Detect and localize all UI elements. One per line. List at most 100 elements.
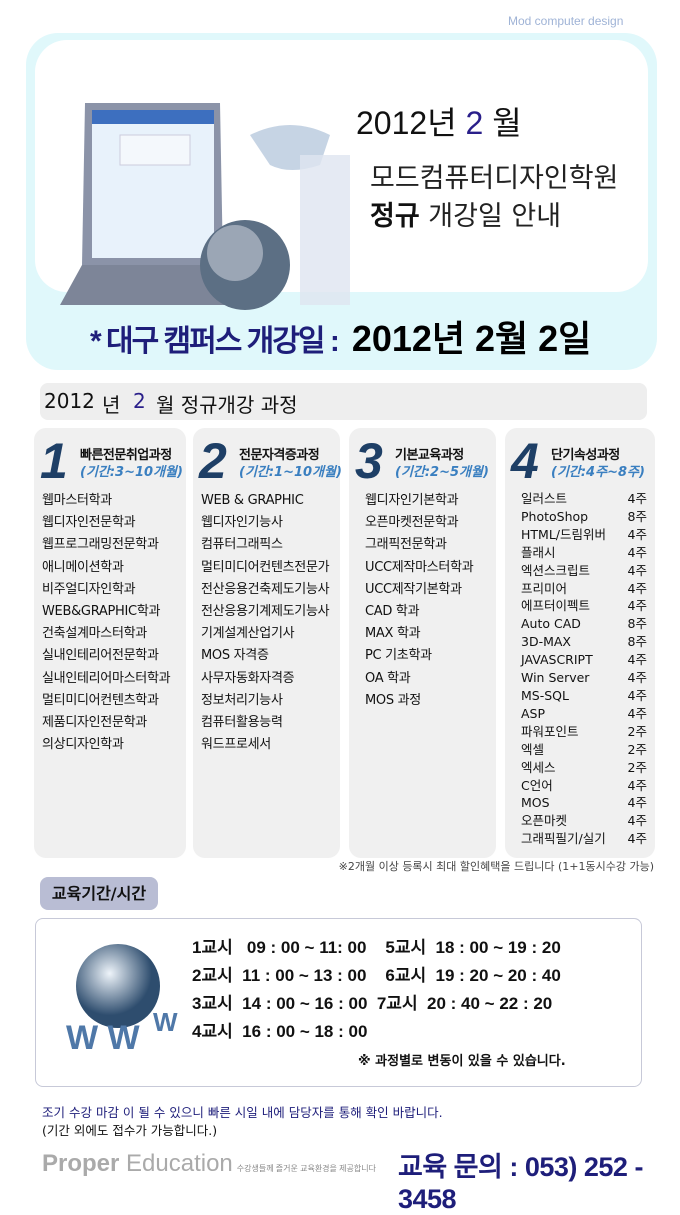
course-duration: 4주	[627, 526, 647, 542]
proper-education-logo: Proper Education 수강생들께 즐거운 교육환경을 제공합니다	[42, 1150, 376, 1178]
course-name: PhotoShop	[521, 508, 589, 524]
course-item: 제품디자인전문학과	[42, 715, 147, 731]
short-course-item: MS-SQL 4주	[521, 687, 647, 705]
column-period: (기간:3~10개월)	[80, 465, 183, 480]
column-period: (기간:1~10개월)	[239, 465, 342, 480]
logo-tagline: 수강생들께 즐거운 교육환경을 제공합니다	[236, 1164, 376, 1173]
short-course-item: Win Server 4주	[521, 669, 647, 687]
column-title: 빠른전문취업과정	[80, 448, 172, 463]
course-name: 파워포인트	[521, 723, 579, 739]
footer-notice: 조기 수강 마감 이 될 수 있으니 빠른 시일 내에 담당자를 통해 확인 바…	[42, 1105, 443, 1120]
schedule-box: W W W 1교시 09 : 00 ~ 11: 00 5교시 18 : 00 ~…	[35, 918, 642, 1087]
hero-month-unit: 월	[492, 105, 522, 141]
course-item: 멀티미디어컨텐츠전문가	[201, 559, 330, 575]
course-item: OA 학과	[365, 670, 411, 686]
short-course-item: 오픈마켓 4주	[521, 812, 647, 830]
column-title: 전문자격증과정	[239, 448, 320, 463]
course-name: 에프터이펙트	[521, 598, 591, 614]
schedule-line: 1교시 09 : 00 ~ 11: 00 5교시 18 : 00 ~ 19 : …	[192, 938, 561, 957]
hero-subtitle-rest: 개강일 안내	[428, 201, 562, 232]
opening-date: * 대구 캠퍼스 개강일 : 2012년 2월 2일	[90, 310, 591, 362]
course-duration: 2주	[627, 759, 647, 775]
column-period: (기간:4주~8주)	[551, 465, 645, 480]
section-title: 월 정규개강 과정	[156, 393, 298, 417]
course-name: Auto CAD	[521, 616, 581, 632]
section-bar: 2012 년 2 월 정규개강 과정	[40, 383, 647, 420]
course-duration: 4주	[627, 652, 647, 668]
course-item: 워드프로세서	[201, 737, 271, 753]
course-duration: 8주	[627, 616, 647, 632]
short-course-item: ASP 4주	[521, 705, 647, 723]
course-name: MS-SQL	[521, 687, 569, 703]
logo-rest: Education	[119, 1150, 233, 1177]
course-item: 웹프로그래밍전문학과	[42, 537, 159, 553]
course-item: UCC제작마스터학과	[365, 559, 474, 575]
section-year: 2012	[44, 389, 95, 413]
brand-text: Mod computer design	[508, 14, 624, 28]
hero-subtitle: 정규 개강일 안내	[370, 194, 561, 233]
short-course-item: MOS 4주	[521, 794, 647, 812]
course-item: 웹마스터학과	[42, 493, 112, 508]
course-duration: 4주	[627, 795, 647, 811]
short-course-item: 그래픽필기/실기 4주	[521, 830, 647, 848]
course-item: 웹디자인기능사	[201, 515, 283, 531]
short-course-item: 에프터이펙트 4주	[521, 597, 647, 615]
logo-bold: Proper	[42, 1150, 120, 1177]
schedule-line: 2교시 11 : 00 ~ 13 : 00 6교시 19 : 20 ~ 20 :…	[192, 966, 561, 985]
hero-title: 2012년 2 월	[356, 98, 522, 144]
svg-text:W W: W W	[66, 1019, 141, 1057]
discount-note: ※2개월 이상 등록시 최대 할인혜택을 드립니다 (1+1동시수강 가능)	[338, 860, 654, 873]
course-item: 의상디자인학과	[42, 737, 124, 753]
short-course-item: 일러스트 4주	[521, 490, 647, 508]
course-duration: 4주	[627, 777, 647, 793]
course-item: 건축설계마스터학과	[42, 626, 147, 642]
course-name: 일러스트	[521, 491, 568, 506]
course-item: 기계설계산업기사	[201, 626, 295, 642]
course-item: MAX 학과	[365, 626, 421, 642]
course-item: MOS 과정	[365, 692, 421, 708]
short-course-item: 엑션스크립트 4주	[521, 562, 647, 580]
course-name: ASP	[521, 705, 546, 721]
course-duration: 4주	[627, 598, 647, 614]
opening-date-value: 2012년 2월 2일	[351, 318, 592, 359]
course-name: 플래시	[521, 544, 556, 560]
column-number: 1	[40, 433, 68, 489]
short-course-item: C언어 4주	[521, 777, 647, 795]
course-list: 웹디자인기본학과 오픈마켓전문학과 그래픽전문학과 UCC제작마스터학과 UCC제작기본…	[365, 490, 474, 712]
short-course-item: Auto CAD 8주	[521, 615, 647, 633]
column-period: (기간:2~5개월)	[395, 465, 489, 480]
course-duration: 4주	[627, 562, 647, 578]
course-name: 그래픽필기/실기	[521, 831, 606, 847]
course-item: UCC제작기본학과	[365, 581, 462, 597]
course-duration: 4주	[627, 670, 647, 686]
course-name: JAVASCRIPT	[521, 652, 593, 668]
short-course-item: 파워포인트 2주	[521, 723, 647, 741]
course-column-3: 3 기본교육과정 (기간:2~5개월) 웹디자인기본학과 오픈마켓전문학과 그래픽전…	[349, 428, 496, 858]
hero-year-unit: 년	[427, 105, 457, 141]
course-item: WEB & GRAPHIC	[201, 493, 304, 508]
course-list: WEB & GRAPHIC 웹디자인기능사 컴퓨터그래픽스 멀티미디어컨텐츠전문가 전산…	[201, 490, 330, 756]
schedule-note: ※ 과정별로 변동이 있을 수 있습니다.	[358, 1054, 566, 1069]
course-item: 사무자동화자격증	[201, 670, 295, 686]
short-course-item: 엑세스 2주	[521, 759, 647, 777]
course-name: 3D-MAX	[521, 634, 571, 650]
short-course-item: JAVASCRIPT 4주	[521, 651, 647, 669]
column-number: 2	[199, 433, 227, 489]
course-item: 비주얼디자인학과	[42, 581, 136, 597]
course-duration: 4주	[627, 705, 647, 721]
course-item: PC 기초학과	[365, 648, 432, 664]
course-name: Win Server	[521, 670, 590, 686]
opening-label: * 대구 캠퍼스 개강일 :	[90, 325, 340, 358]
short-course-item: PhotoShop 8주	[521, 508, 647, 526]
short-course-item: HTML/드림위버 4주	[521, 526, 647, 544]
column-number: 4	[511, 433, 539, 489]
course-item: 컴퓨터그래픽스	[201, 537, 283, 553]
course-item: 정보처리기능사	[201, 692, 283, 708]
course-item: 웹디자인기본학과	[365, 493, 459, 508]
contact-phone: 교육 문의 : 053) 252 - 3458	[398, 1152, 643, 1214]
course-item: 실내인테리어전문학과	[42, 648, 159, 664]
schedule-line: 4교시 16 : 00 ~ 18 : 00	[192, 1022, 368, 1041]
course-item: MOS 자격증	[201, 648, 269, 664]
course-item: 컴퓨터활용능력	[201, 715, 283, 731]
course-duration: 8주	[627, 508, 647, 524]
